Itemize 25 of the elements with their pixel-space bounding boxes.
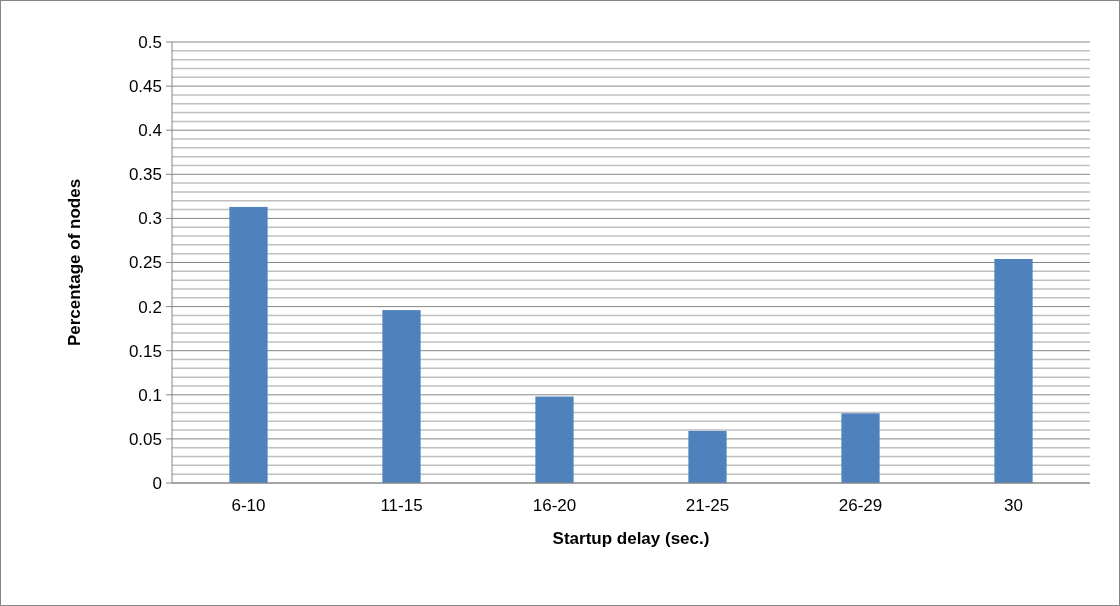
y-tick-label: 0.4 bbox=[138, 121, 162, 141]
y-tick-label: 0.3 bbox=[138, 209, 162, 229]
y-tick-label: 0.25 bbox=[128, 253, 162, 273]
bar bbox=[688, 430, 727, 483]
y-tick-label: 0.1 bbox=[138, 385, 162, 405]
x-tick-label: 16-20 bbox=[532, 496, 577, 515]
bar bbox=[535, 396, 574, 483]
x-tick-label: 11-15 bbox=[380, 496, 423, 515]
bar bbox=[382, 310, 421, 483]
y-tick-label: 0 bbox=[152, 473, 162, 493]
y-tick-label: 0.45 bbox=[128, 77, 162, 97]
bar bbox=[841, 413, 880, 483]
x-axis-title: Startup delay (sec.) bbox=[552, 529, 710, 548]
y-tick-label: 0.15 bbox=[128, 341, 162, 361]
bar bbox=[994, 258, 1033, 483]
y-tick-label: 0.35 bbox=[128, 165, 162, 185]
x-tick-label: 6-10 bbox=[231, 496, 266, 515]
y-tick-label: 0.2 bbox=[138, 297, 162, 317]
y-tick-label: 0.05 bbox=[128, 429, 162, 449]
x-tick-label: 21-25 bbox=[685, 496, 730, 515]
bar bbox=[229, 206, 268, 483]
x-tick-label: 30 bbox=[1004, 496, 1023, 515]
y-tick-label: 0.5 bbox=[138, 32, 162, 52]
y-axis-title: Percentage of nodes bbox=[65, 178, 84, 347]
x-tick-label: 26-29 bbox=[838, 496, 883, 515]
